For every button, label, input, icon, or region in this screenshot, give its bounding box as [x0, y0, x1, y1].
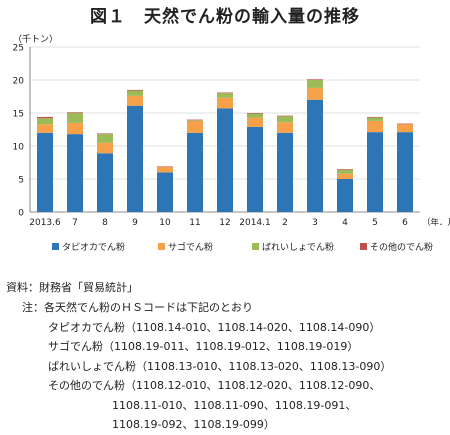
x-tick-label: 8: [102, 218, 108, 228]
bar-segment: [187, 132, 203, 212]
bar-segment: [307, 80, 323, 88]
note-lead: 注：各天然でん粉のＨＳコードは下記のとおり: [22, 301, 253, 314]
chart-title: 図１ 天然でん粉の輸入量の推移: [90, 7, 360, 27]
bar-segment: [247, 126, 263, 212]
note-other-1: その他のでん粉（1108.12-010、1108.12-020、1108.12-…: [48, 379, 381, 392]
bar-segment: [157, 172, 173, 212]
bar-segment: [67, 112, 83, 113]
x-tick-label: 2014.1: [239, 218, 271, 228]
y-tick-label: 15: [13, 110, 24, 120]
bar-segment: [307, 87, 323, 100]
bar-segment: [67, 122, 83, 135]
bar-segment: [217, 108, 233, 212]
bar-segment: [397, 124, 413, 133]
x-tick-label: 2: [282, 218, 288, 228]
bar-segment: [217, 97, 233, 109]
bar-segment: [157, 166, 173, 168]
note-tapioca: タピオカでん粉（1108.14-010、1108.14-020、1108.14-…: [48, 320, 381, 334]
y-tick-label: 0: [18, 209, 24, 219]
legend-swatch: [360, 243, 367, 250]
bar-segment: [277, 116, 293, 123]
bar-segment: [397, 132, 413, 212]
bar-segment: [367, 132, 383, 212]
stacked-bar-chart: 0 5 10 15 20 25 2013.6 7 8 9 10 11 12 2014.1 2 3 4 5 6 （年．月…: [13, 44, 450, 254]
bar-segment: [67, 113, 83, 123]
notes-block: 注：各天然でん粉のＨＳコードは下記のとおり タピオカでん粉（1108.14-01…: [22, 298, 391, 435]
x-tick-label: 4: [342, 218, 348, 228]
x-tick-label: 9: [132, 218, 138, 228]
bar-segment: [217, 93, 233, 98]
bar-segment: [187, 119, 203, 121]
bar-segment: [97, 153, 113, 212]
legend-swatch: [52, 243, 59, 250]
bar-segment: [307, 79, 323, 80]
bar-segment: [367, 116, 383, 118]
note-other-2: 1108.11-010、1108.11-090、1108.19-091、: [112, 398, 357, 412]
bar-segment: [37, 132, 53, 212]
bar-segment: [337, 169, 353, 174]
bar-segment: [97, 134, 113, 143]
bar-segment: [67, 134, 83, 212]
legend-label: その他のでん粉: [370, 241, 433, 253]
bar-segment: [337, 173, 353, 179]
bar-segment: [247, 113, 263, 114]
bar-segment: [337, 179, 353, 212]
bar-segment: [37, 116, 53, 119]
bar-segment: [127, 90, 143, 96]
legend-label: タピオカでん粉: [62, 241, 125, 253]
bar-segment: [217, 92, 233, 94]
x-tick-label: 7: [72, 218, 78, 228]
y-unit-label: （千トン）: [13, 35, 59, 45]
y-tick-label: 5: [18, 176, 24, 186]
legend-label: ばれいしょでん粉: [262, 241, 334, 253]
legend-swatch: [252, 243, 259, 250]
bar-segment: [127, 89, 143, 91]
bar-segment: [367, 117, 383, 121]
y-tick-label: 10: [13, 143, 25, 153]
y-tick-label: 25: [13, 44, 24, 54]
note-sago: サゴでん粉（1108.19-011、1108.19-012、1108.19-01…: [48, 340, 359, 353]
bar-segment: [97, 142, 113, 154]
bar-segment: [37, 124, 53, 133]
y-tick-label: 20: [13, 77, 25, 87]
bar-segment: [277, 122, 293, 133]
x-tick-label: 6: [402, 218, 408, 228]
legend-swatch: [158, 243, 165, 250]
note-other-3: 1108.19-092、1108.19-099）: [112, 418, 275, 431]
x-unit-label: （年．月）: [422, 217, 450, 228]
bar-segment: [127, 105, 143, 212]
bar-segment: [397, 123, 413, 125]
bar-segment: [187, 120, 203, 133]
note-potato: ばれいしょでん粉（1108.13-010、1108.13-020、1108.13…: [48, 359, 392, 373]
legend-label: サゴでん粉: [168, 241, 213, 253]
bar-segment: [367, 120, 383, 133]
x-tick-label: 12: [219, 218, 230, 228]
source-note: 資料：財務省「貿易統計」: [6, 281, 138, 294]
bar-segment: [307, 99, 323, 212]
bar-segment: [247, 117, 263, 127]
x-tick-label: 3: [312, 218, 318, 228]
x-tick-label: 11: [189, 218, 200, 228]
x-tick-label: 2013.6: [29, 218, 61, 228]
bar-segment: [277, 115, 293, 117]
x-tick-label: 10: [159, 218, 171, 228]
x-tick-label: 5: [372, 218, 378, 228]
bar-segment: [157, 167, 173, 173]
bar-segment: [247, 113, 263, 118]
bar-segment: [337, 169, 353, 170]
bar-segment: [187, 120, 203, 121]
bar-segment: [37, 118, 53, 125]
bar-segment: [127, 95, 143, 106]
bar-segment: [277, 132, 293, 212]
bar-segment: [97, 133, 113, 135]
